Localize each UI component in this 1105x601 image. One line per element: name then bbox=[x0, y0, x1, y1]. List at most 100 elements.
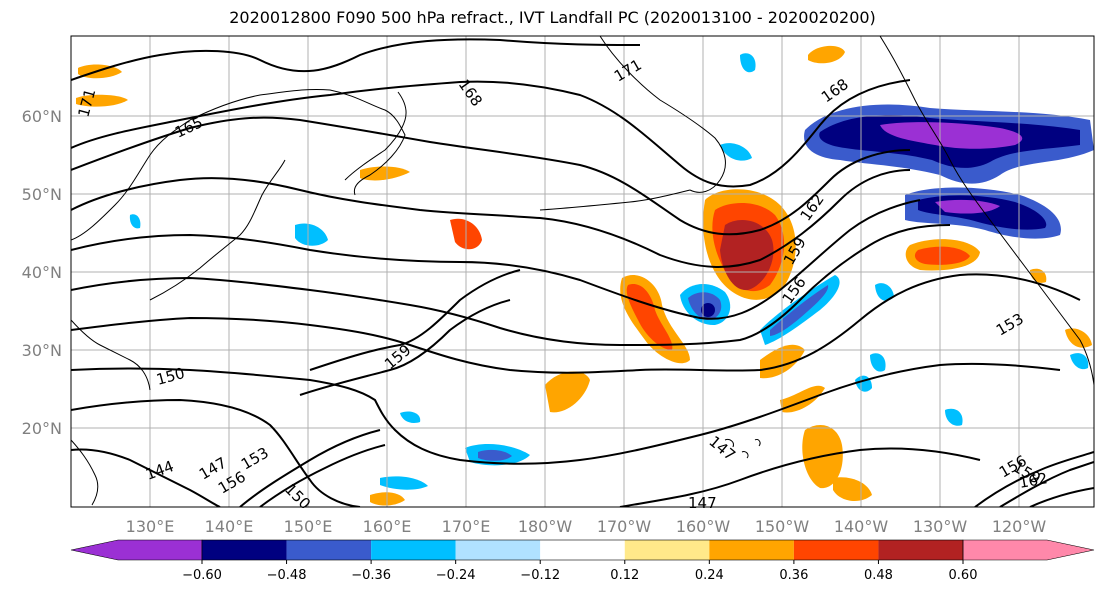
colorbar-swatch bbox=[202, 540, 287, 560]
negative-anomaly-region bbox=[740, 53, 756, 73]
lon-label: 170°W bbox=[597, 517, 652, 536]
colorbar-swatch bbox=[624, 540, 710, 560]
colorbar-tick-label: 0.48 bbox=[864, 568, 893, 583]
contour-147-east bbox=[619, 447, 981, 507]
contour-171-north bbox=[71, 38, 641, 81]
contour-159 bbox=[71, 199, 921, 320]
contour-147 bbox=[71, 398, 361, 507]
colorbar-frame bbox=[201, 539, 964, 561]
colorbar-ticks: −0.60 −0.48 −0.36 −0.24 −0.12 0.12 0.24 0.36 0.4… bbox=[182, 560, 977, 583]
lat-label: 50°N bbox=[22, 185, 62, 204]
contour-jet-band-2 bbox=[299, 299, 511, 396]
north-america-coast bbox=[879, 36, 1094, 386]
contour-south-loop-2 bbox=[259, 444, 386, 507]
negative-anomaly-region bbox=[945, 408, 963, 426]
colorbar-swatch bbox=[286, 540, 372, 560]
contour-165 bbox=[71, 116, 911, 236]
colorbar-tick-label: −0.48 bbox=[267, 568, 307, 583]
contour-label: 171 bbox=[611, 56, 645, 86]
contour-162 bbox=[71, 169, 911, 268]
lon-label: 160°E bbox=[363, 517, 412, 536]
contour-162-east bbox=[1029, 487, 1094, 507]
lat-label: 40°N bbox=[22, 263, 62, 282]
colorbar-swatch-max-extend bbox=[962, 539, 1095, 561]
plot-frame bbox=[70, 35, 1095, 508]
shaded-field bbox=[76, 45, 1094, 506]
asia-coast-south bbox=[71, 319, 151, 391]
lon-label: 130°E bbox=[126, 517, 175, 536]
contour-label: 153 bbox=[238, 444, 272, 474]
contour-168 bbox=[71, 79, 911, 188]
contour-153 bbox=[71, 273, 1081, 374]
lon-label: 160°W bbox=[676, 517, 731, 536]
positive-anomaly-region bbox=[780, 385, 825, 413]
lon-label: 150°W bbox=[755, 517, 810, 536]
negative-anomaly-region bbox=[1070, 353, 1089, 370]
coastlines bbox=[71, 36, 1094, 506]
colorbar-swatch-min-extend bbox=[70, 539, 203, 561]
negative-anomaly-region bbox=[875, 283, 894, 301]
positive-anomaly-region bbox=[808, 45, 845, 64]
contour-156 bbox=[71, 224, 951, 347]
colorbar-tick-label: 0.60 bbox=[949, 568, 978, 583]
positive-anomaly-region bbox=[360, 166, 410, 181]
positive-anomaly-region bbox=[833, 477, 872, 502]
colorbar-swatch bbox=[878, 540, 963, 560]
lon-label: 170°E bbox=[442, 517, 491, 536]
lon-label: 180°W bbox=[518, 517, 573, 536]
contour-label: 147 bbox=[705, 432, 739, 464]
negative-anomaly-core bbox=[701, 303, 715, 317]
lon-label: 130°W bbox=[913, 517, 968, 536]
lon-label: 120°W bbox=[992, 517, 1047, 536]
colorbar-swatch bbox=[455, 540, 541, 560]
contour-label: 171 bbox=[74, 87, 99, 119]
negative-anomaly-region bbox=[129, 214, 141, 229]
negative-anomaly-region bbox=[380, 476, 428, 490]
lat-label: 20°N bbox=[22, 419, 62, 438]
colorbar-tick-label: 0.12 bbox=[610, 568, 639, 583]
positive-anomaly-region bbox=[76, 94, 128, 107]
longitude-labels: 130°E 140°E 150°E 160°E 170°E 180°W 170°… bbox=[126, 517, 1047, 536]
negative-anomaly-region bbox=[770, 285, 829, 336]
colorbar-swatch bbox=[371, 540, 456, 560]
contour-jet-band-1 bbox=[309, 269, 521, 371]
contour-label: 150 bbox=[154, 364, 186, 389]
positive-anomaly-region bbox=[545, 371, 590, 413]
contour-150 bbox=[71, 362, 1061, 465]
colorbar-swatches bbox=[70, 539, 1095, 561]
kamchatka-coast bbox=[344, 91, 407, 181]
negative-anomaly-region bbox=[720, 143, 752, 161]
contour-label: 147 bbox=[688, 494, 717, 512]
negative-anomaly-core bbox=[880, 122, 1023, 149]
negative-anomaly-region bbox=[295, 223, 328, 246]
map-title: 2020012800 F090 500 hPa refract., IVT La… bbox=[229, 8, 876, 27]
lon-label: 140°W bbox=[834, 517, 889, 536]
contour-159-east bbox=[999, 461, 1094, 507]
negative-anomaly-region bbox=[478, 449, 512, 461]
height-contours bbox=[71, 38, 1094, 507]
contour-label: 162 bbox=[1018, 469, 1049, 492]
contour-south-loop bbox=[239, 429, 381, 507]
colorbar-tick-label: −0.12 bbox=[520, 568, 560, 583]
colorbar-tick-label: −0.36 bbox=[351, 568, 391, 583]
graticule bbox=[71, 36, 1094, 507]
colorbar: −0.60 −0.48 −0.36 −0.24 −0.12 0.12 0.24 0.36 0.4… bbox=[70, 539, 1095, 583]
negative-anomaly-core bbox=[935, 199, 1000, 214]
lat-label: 30°N bbox=[22, 341, 62, 360]
lon-label: 140°E bbox=[205, 517, 254, 536]
colorbar-swatch bbox=[709, 540, 794, 560]
positive-anomaly-core bbox=[720, 220, 774, 291]
contour-label: 153 bbox=[993, 310, 1027, 340]
contour-label: 165 bbox=[172, 113, 206, 141]
contour-156-east bbox=[974, 451, 1094, 507]
colorbar-tick-label: 0.36 bbox=[779, 568, 808, 583]
contour-144 bbox=[71, 448, 221, 507]
contour-label: 150 bbox=[281, 480, 314, 513]
colorbar-tick-label: −0.24 bbox=[436, 568, 476, 583]
latitude-labels: 60°N 50°N 40°N 30°N 20°N bbox=[22, 107, 62, 438]
colorbar-swatch bbox=[793, 540, 879, 560]
contour-label: 162 bbox=[797, 191, 828, 225]
colorbar-swatch bbox=[540, 540, 625, 560]
positive-anomaly-region bbox=[914, 246, 970, 265]
